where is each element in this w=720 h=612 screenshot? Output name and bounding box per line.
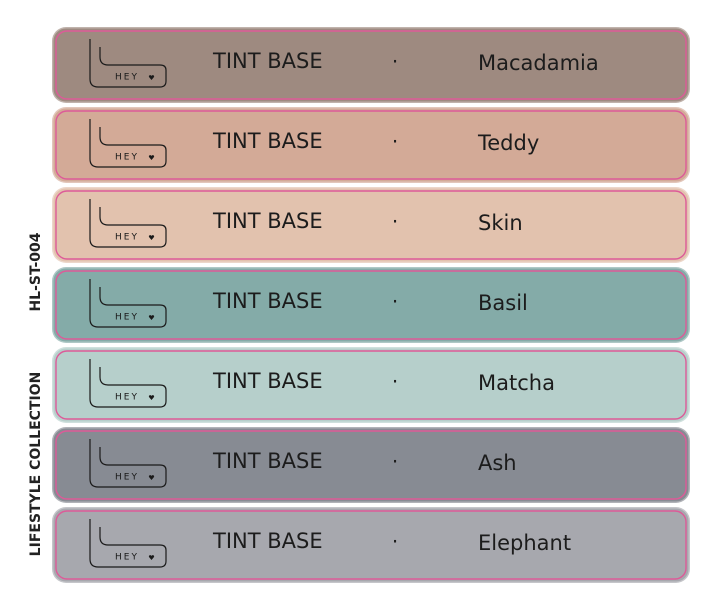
collection-label: LIFESTYLE COLLECTION [28,372,44,557]
product-text: TINT BASE [212,369,323,393]
shade-name: Skin [478,211,523,235]
logo-heart [148,75,155,80]
logo-text: HEY [115,473,139,483]
logo-text: HEY [115,313,139,323]
row-frame [50,505,692,585]
label-row: HEY TINT BASE · Skin [50,185,692,265]
logo-heart [148,235,155,240]
row-frame [50,345,692,425]
row-outline [55,430,687,500]
logo-text: HEY [115,153,139,163]
logo-heart [148,315,155,320]
row-frame [50,185,692,265]
label-row: HEY TINT BASE · Elephant [50,505,692,585]
row-frame [50,25,692,105]
logo-frame [89,39,167,88]
label-row: HEY TINT BASE · Basil [50,265,692,345]
label-row: HEY TINT BASE · Macadamia [50,25,692,105]
product-text: TINT BASE [212,529,323,553]
logo-heart [148,155,155,160]
row-frame [50,425,692,505]
product-text: TINT BASE [212,449,323,473]
shade-name: Teddy [477,131,539,155]
shade-name: Elephant [478,531,571,555]
logo-heart [148,475,155,480]
shade-name: Basil [478,291,528,315]
product-text: TINT BASE [212,129,323,153]
logo-frame [89,119,167,168]
row-outline [55,110,687,180]
separator: · [392,210,398,234]
logo-frame [89,199,167,248]
label-row: HEY TINT BASE · Matcha [50,345,692,425]
row-frame [50,265,692,345]
shade-name: Matcha [478,371,555,395]
row-outline [55,270,687,340]
product-text: TINT BASE [212,289,323,313]
product-text: TINT BASE [212,49,323,73]
row-frame [50,105,692,185]
label-row: HEY TINT BASE · Teddy [50,105,692,185]
row-outline [55,510,687,580]
logo-heart [148,395,155,400]
separator: · [392,50,398,74]
separator: · [392,290,398,314]
separator: · [392,370,398,394]
logo-text: HEY [115,393,139,403]
logo-frame [89,519,167,568]
separator: · [392,450,398,474]
logo-text: HEY [115,233,139,243]
label-row: HEY TINT BASE · Ash [50,425,692,505]
logo-text: HEY [115,553,139,563]
logo-text: HEY [115,73,139,83]
row-outline [55,30,687,100]
shade-name: Macadamia [478,51,599,75]
logo-frame [89,439,167,488]
logo-heart [148,555,155,560]
row-outline [55,190,687,260]
row-outline [55,350,687,420]
logo-frame [89,359,167,408]
logo-frame [89,279,167,328]
separator: · [392,530,398,554]
product-text: TINT BASE [212,209,323,233]
separator: · [392,130,398,154]
shade-name: Ash [478,451,517,475]
code-label: HL-ST-004 [28,232,44,311]
